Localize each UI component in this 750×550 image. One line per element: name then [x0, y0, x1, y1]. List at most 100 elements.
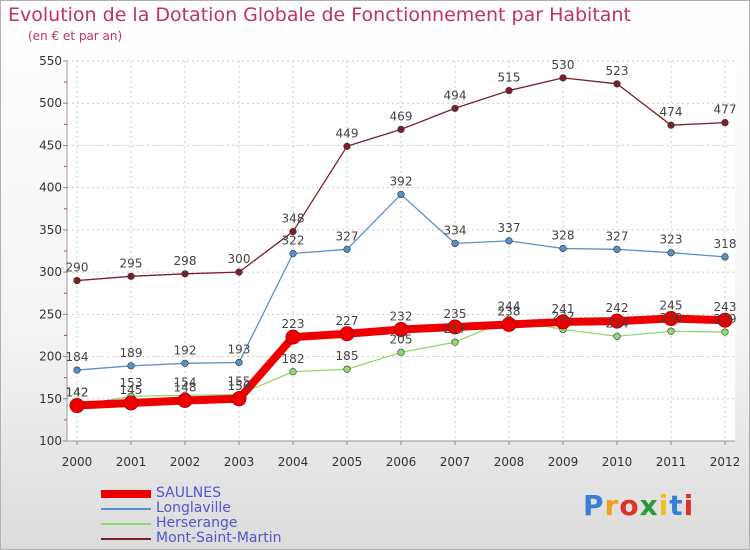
- data-label-saulnes-2000: 142: [66, 386, 89, 400]
- point-saulnes-2004: [285, 329, 301, 345]
- data-label-mont-saint-martin-2000: 290: [66, 261, 89, 275]
- data-label-longlaville-2001: 189: [120, 346, 143, 360]
- point-longlaville-2009: [559, 244, 567, 253]
- data-label-herserange-2006: 205: [390, 332, 413, 346]
- data-label-saulnes-2001: 145: [120, 383, 143, 397]
- data-label-herserange-2002: 154: [174, 375, 197, 389]
- point-mont-saint-martin-2002: [181, 270, 189, 278]
- point-herserange-2005: [343, 365, 351, 373]
- point-herserange-2006: [397, 348, 405, 356]
- point-herserange-2007: [451, 338, 459, 346]
- data-label-longlaville-2000: 184: [66, 350, 89, 364]
- point-saulnes-2001: [123, 395, 139, 411]
- data-label-saulnes-2009: 241: [552, 302, 575, 316]
- point-herserange-2012: [721, 328, 729, 336]
- data-label-longlaville-2002: 192: [174, 343, 197, 357]
- point-longlaville-2003: [235, 358, 243, 367]
- point-mont-saint-martin-2011: [667, 121, 675, 129]
- point-longlaville-2011: [667, 249, 675, 257]
- point-longlaville-2004: [289, 249, 297, 258]
- legend-label-mont-saint-martin: Mont-Saint-Martin: [156, 530, 282, 546]
- logo-letter-4: i: [658, 489, 670, 522]
- data-label-herserange-2012: 229: [714, 312, 737, 326]
- legend-item-mont-saint-martin: Mont-Saint-Martin: [101, 530, 361, 547]
- data-label-herserange-2000: 142: [66, 386, 89, 400]
- point-longlaville-2001: [127, 362, 135, 370]
- data-label-saulnes-2002: 148: [174, 380, 197, 394]
- point-mont-saint-martin-2010: [613, 80, 621, 88]
- data-label-mont-saint-martin-2008: 515: [498, 71, 521, 85]
- data-label-mont-saint-martin-2006: 469: [390, 109, 413, 123]
- data-label-herserange-2004: 182: [282, 352, 305, 366]
- x-tick-label-2012: 2012: [710, 455, 741, 469]
- legend-swatch-longlaville: [101, 508, 151, 510]
- data-label-longlaville-2009: 328: [552, 228, 575, 242]
- y-tick-label-500: 500: [39, 96, 62, 110]
- legend-swatch-mont-saint-martin: [101, 538, 151, 540]
- legend-label-longlaville: Longlaville: [156, 500, 231, 516]
- data-label-mont-saint-martin-2010: 523: [606, 64, 629, 78]
- series-layer: [69, 74, 733, 414]
- data-label-herserange-2007: 217: [444, 322, 467, 336]
- data-label-herserange-2011: 230: [660, 311, 683, 325]
- data-label-mont-saint-martin-2007: 494: [444, 88, 467, 102]
- point-mont-saint-martin-2012: [721, 119, 729, 127]
- point-mont-saint-martin-2003: [235, 268, 243, 276]
- legend-swatch-herserange: [101, 523, 151, 525]
- point-saulnes-2007: [447, 319, 463, 335]
- data-label-herserange-2009: 232: [552, 310, 575, 324]
- data-label-saulnes-2005: 227: [336, 314, 359, 328]
- point-herserange-2010: [613, 332, 621, 340]
- data-label-mont-saint-martin-2004: 348: [282, 212, 305, 226]
- logo-letter-5: t: [669, 489, 684, 522]
- data-label-longlaville-2003: 193: [228, 342, 251, 356]
- y-tick-label-150: 150: [39, 392, 62, 406]
- data-label-saulnes-2006: 232: [390, 310, 413, 324]
- point-longlaville-2005: [343, 245, 351, 253]
- x-tick-label-2000: 2000: [62, 455, 93, 469]
- point-longlaville-2002: [181, 359, 189, 367]
- point-mont-saint-martin-2004: [289, 227, 297, 236]
- data-label-longlaville-2012: 318: [714, 237, 737, 251]
- legend-label-herserange: Herserange: [156, 515, 238, 531]
- label-layer: 290 295 298 300 348 449 469 494 515 530 523 474 477 1…: [66, 58, 737, 400]
- x-tick-label-2002: 2002: [170, 455, 201, 469]
- axis-layer: 100 150 200 250 300 350 400 450 500 550 2000 2001 20…: [39, 54, 740, 469]
- point-longlaville-2000: [73, 366, 81, 374]
- point-saulnes-2010: [609, 313, 625, 329]
- y-tick-label-300: 300: [39, 265, 62, 279]
- proxiti-logo: Proxiti: [583, 489, 694, 522]
- point-longlaville-2007: [451, 239, 459, 247]
- point-saulnes-2012: [717, 312, 733, 328]
- x-tick-label-2007: 2007: [440, 455, 471, 469]
- point-saulnes-2008: [501, 316, 517, 332]
- point-mont-saint-martin-2001: [127, 272, 135, 280]
- legend-item-saulnes: SAULNES: [101, 485, 361, 502]
- data-label-saulnes-2007: 235: [444, 307, 467, 321]
- data-label-mont-saint-martin-2012: 477: [714, 103, 737, 117]
- data-label-saulnes-2004: 223: [282, 317, 305, 331]
- legend: SAULNES Longlaville Herserange Mont-Sain…: [101, 485, 361, 547]
- y-tick-label-200: 200: [39, 350, 62, 364]
- point-saulnes-2005: [339, 326, 355, 342]
- x-tick-label-2009: 2009: [548, 455, 579, 469]
- logo-letter-2: o: [619, 489, 640, 522]
- data-label-mont-saint-martin-2005: 449: [336, 126, 359, 140]
- data-label-longlaville-2006: 392: [390, 174, 413, 188]
- point-saulnes-2006: [393, 322, 409, 338]
- y-tick-label-250: 250: [39, 307, 62, 321]
- grid-layer: [67, 60, 735, 442]
- data-label-mont-saint-martin-2003: 300: [228, 252, 251, 266]
- y-tick-label-400: 400: [39, 181, 62, 195]
- data-label-saulnes-2008: 238: [498, 304, 521, 318]
- logo-letter-3: x: [639, 489, 659, 522]
- data-label-longlaville-2007: 334: [444, 223, 467, 237]
- point-mont-saint-martin-2006: [397, 125, 405, 133]
- data-label-saulnes-2003: 150: [228, 379, 251, 393]
- x-tick-label-2008: 2008: [494, 455, 525, 469]
- point-saulnes-2002: [177, 392, 193, 408]
- point-mont-saint-martin-2000: [73, 276, 81, 285]
- data-label-mont-saint-martin-2002: 298: [174, 254, 197, 268]
- x-tick-label-2011: 2011: [656, 455, 687, 469]
